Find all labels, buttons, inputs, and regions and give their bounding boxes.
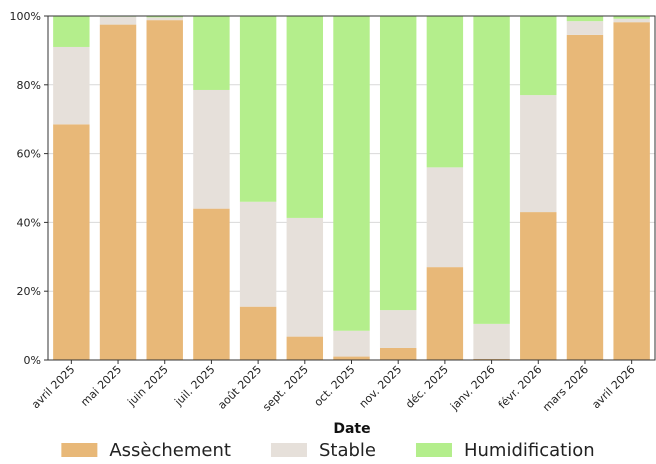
bar-segment-assèchement [613,22,650,361]
bar-segment-humidification [426,16,464,168]
bar-segment-stable [613,18,650,23]
bar-segment-assèchement [146,20,183,361]
x-tick-label: oct. 2025 [312,363,358,409]
legend-swatch [415,443,452,457]
bar-segment-humidification [193,16,230,90]
legend-label: Humidification [464,440,595,461]
x-tick-label: juil. 2025 [171,363,217,409]
bar-segment-humidification [333,16,370,331]
bar-segment-stable [520,95,557,213]
bar-segment-humidification [286,16,324,218]
bar-segment-stable [53,46,90,125]
bar-segment-stable [426,167,464,268]
legend: Assèchement Stable Humidification [61,440,595,461]
bar-segment-stable [146,17,183,21]
y-tick-label: 0% [24,354,41,367]
y-tick-label: 60% [17,148,41,161]
bar-segment-humidification [613,16,650,19]
x-tick-label: sept. 2025 [260,363,311,414]
y-tick-label: 80% [17,79,41,92]
y-tick-label: 40% [17,216,41,229]
bar-segment-assèchement [566,34,604,361]
x-tick-label: janv. 2026 [447,363,498,414]
bar-segment-humidification [520,16,557,96]
bar-segment-assèchement [473,358,510,360]
bar-segment-assèchement [379,347,417,360]
x-tick-label: mai 2025 [78,363,124,409]
x-tick-label: nov. 2025 [357,363,405,411]
x-tick-label: août 2025 [215,363,264,412]
legend-swatch [270,443,307,457]
x-tick-label: mars 2026 [540,363,591,414]
bar-segment-stable [333,330,370,357]
y-tick-labels: 0% 20% 40% 60% 80% 100% [10,10,48,367]
legend-label: Stable [319,440,376,461]
x-tick-label: févr. 2026 [496,363,545,412]
bar-segment-humidification [146,16,183,18]
y-tick-label: 20% [17,285,41,298]
x-tick-label: avril 2025 [29,363,77,411]
bar-segment-assèchement [333,356,370,360]
x-tick-label: déc. 2025 [403,363,451,411]
bar-segment-stable [286,217,324,337]
bar-segment-stable [193,89,230,209]
bar-segment-stable [566,21,604,35]
bar-segment-assèchement [239,306,277,360]
legend-label: Assèchement [109,440,231,461]
x-axis-title: Date [333,421,370,437]
bars [53,16,650,361]
bar-segment-assèchement [53,124,90,360]
bar-segment-stable [99,16,137,25]
bar-segment-assèchement [193,208,230,360]
bar-segment-assèchement [99,24,137,360]
x-tick-label: juin 2025 [125,363,171,409]
y-tick-label: 100% [10,10,41,23]
bar-segment-stable [239,201,277,307]
bar-segment-stable [473,323,510,359]
bar-segment-humidification [473,16,510,324]
bar-segment-assèchement [286,336,324,360]
bar-segment-humidification [239,16,277,202]
bar-segment-humidification [53,16,90,47]
legend-swatch [61,443,98,457]
bar-segment-humidification [566,16,604,22]
x-tick-label: avril 2026 [589,363,637,411]
bar-segment-humidification [379,16,417,311]
bar-segment-stable [379,310,417,348]
x-tick-labels: avril 2025 mai 2025 juin 2025 juil. 2025aoû… [29,360,638,414]
bar-segment-assèchement [520,212,557,360]
bar-segment-assèchement [426,267,464,360]
